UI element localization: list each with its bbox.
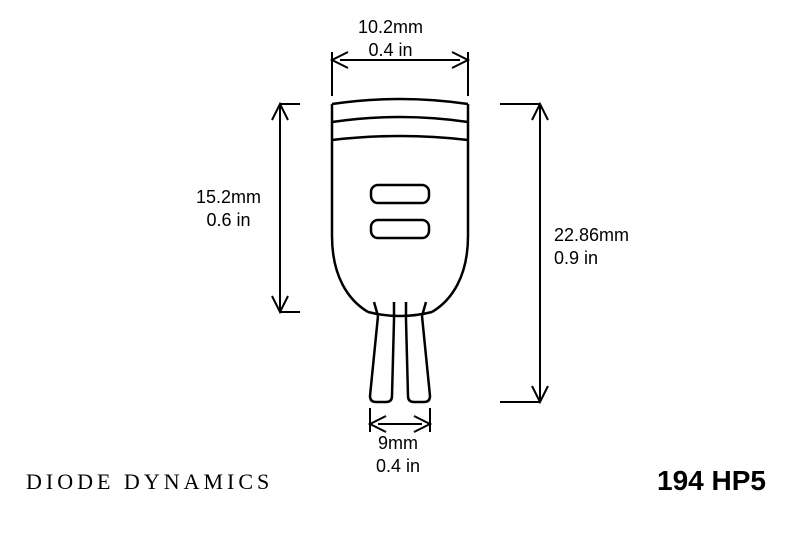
dim-left-in: 0.6 in bbox=[196, 209, 261, 232]
diagram-stage: 10.2mm 0.4 in 15.2mm 0.6 in 22.86mm 0.9 … bbox=[0, 0, 800, 533]
dim-left: 15.2mm 0.6 in bbox=[196, 186, 261, 231]
dim-bottom: 9mm 0.4 in bbox=[376, 432, 420, 477]
dim-left-mm: 15.2mm bbox=[196, 186, 261, 209]
dim-top-mm: 10.2mm bbox=[358, 16, 423, 39]
dim-bottom-mm: 9mm bbox=[376, 432, 420, 455]
dim-bottom-in: 0.4 in bbox=[376, 455, 420, 478]
dim-top: 10.2mm 0.4 in bbox=[358, 16, 423, 61]
dim-top-in: 0.4 in bbox=[358, 39, 423, 62]
brand-label: DIODE DYNAMICS bbox=[26, 469, 273, 495]
model-label: 194 HP5 bbox=[657, 465, 766, 497]
dim-right-in: 0.9 in bbox=[554, 247, 629, 270]
dim-right-mm: 22.86mm bbox=[554, 224, 629, 247]
dim-right: 22.86mm 0.9 in bbox=[554, 224, 629, 269]
